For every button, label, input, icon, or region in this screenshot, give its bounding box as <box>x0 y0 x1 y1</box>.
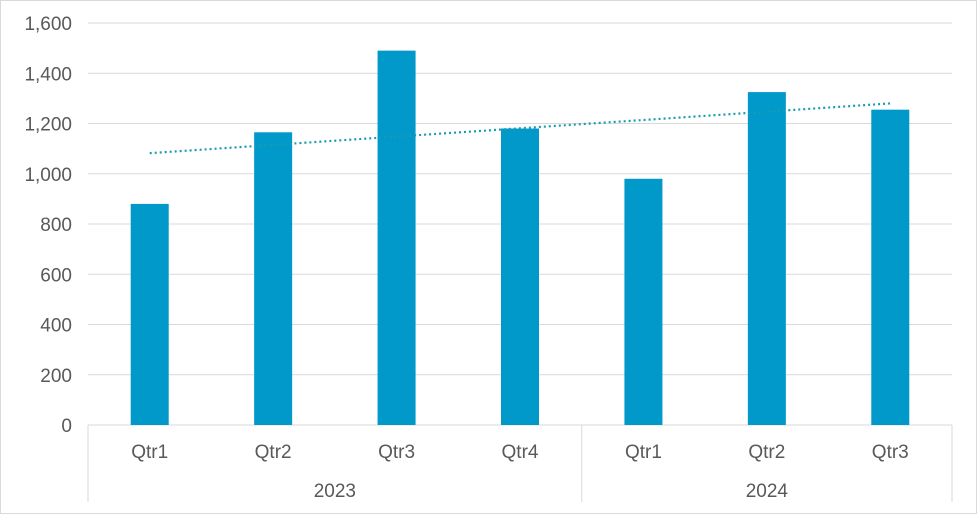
y-tick-label: 1,000 <box>24 165 72 186</box>
y-tick-label: 400 <box>40 316 72 337</box>
trendline <box>149 102 891 155</box>
bar-5 <box>624 178 663 425</box>
x-category-label: Qtr4 <box>502 442 539 463</box>
x-category-label: Qtr2 <box>255 442 292 463</box>
y-tick-label: 800 <box>40 215 72 236</box>
x-group-label: 2023 <box>314 481 356 502</box>
x-category-label: Qtr3 <box>378 442 415 463</box>
x-category-label: Qtr1 <box>625 442 662 463</box>
y-tick-label: 1,600 <box>24 14 72 35</box>
bar-6 <box>747 92 786 425</box>
bar-1 <box>130 203 169 425</box>
x-category-label: Qtr3 <box>872 442 909 463</box>
y-tick-label: 200 <box>40 366 72 387</box>
bar-2 <box>254 132 293 425</box>
y-tick-label: 600 <box>40 265 72 286</box>
y-tick-label: 1,400 <box>24 64 72 85</box>
x-category-label: Qtr2 <box>748 442 785 463</box>
bar-4 <box>501 128 539 425</box>
bar-3 <box>377 50 416 425</box>
y-tick-label: 0 <box>61 416 72 437</box>
x-category-label: Qtr1 <box>131 442 168 463</box>
y-tick-label: 1,200 <box>24 115 72 136</box>
bar-7 <box>871 109 910 426</box>
x-group-label: 2024 <box>746 481 789 502</box>
